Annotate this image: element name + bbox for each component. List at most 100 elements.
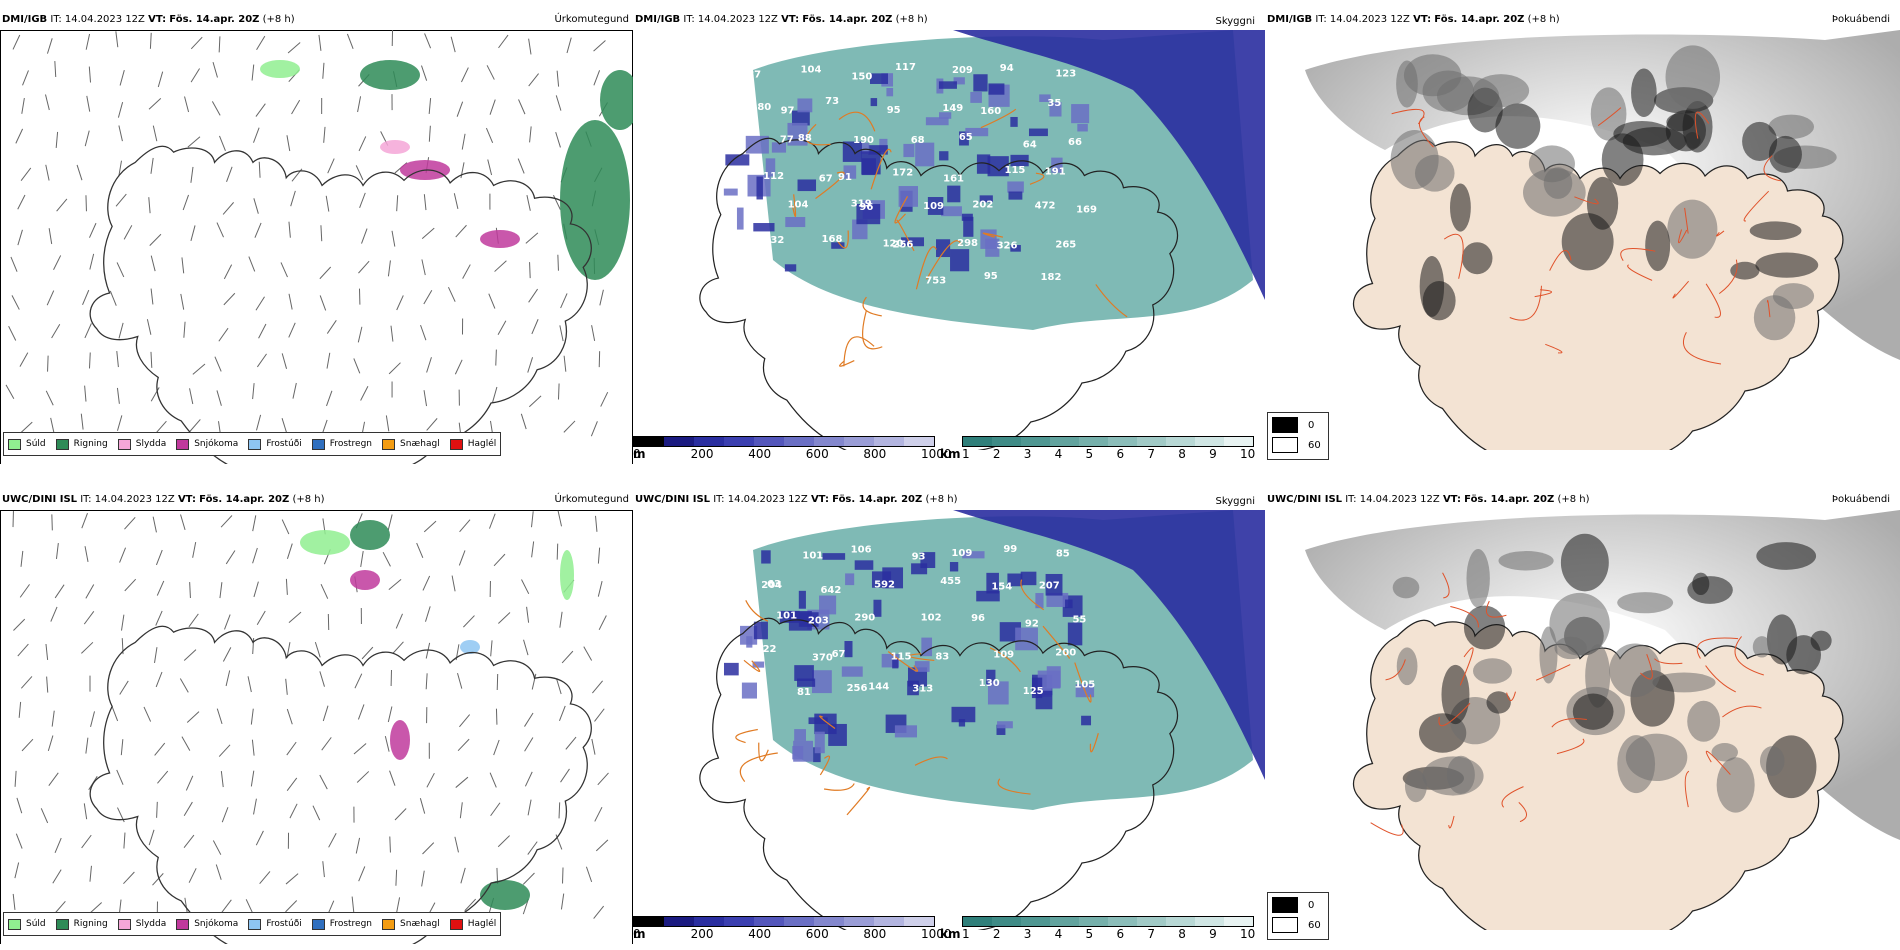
colorbar-tick-label: 1 — [962, 447, 970, 461]
colorbar-tick-label: 400 — [748, 447, 772, 461]
legend-swatch — [117, 438, 131, 450]
ceiling-value-label: 104 — [801, 65, 822, 76]
ceiling-value-label: 115 — [891, 651, 912, 662]
legend-swatch — [8, 438, 21, 450]
ceiling-value-label: 73 — [825, 96, 839, 107]
legend-item: Slydda — [117, 438, 166, 450]
fog-key-value: 0 — [1308, 419, 1315, 431]
legend-item: Frostúði — [248, 438, 302, 450]
ceiling-value-label: 200 — [1055, 647, 1076, 658]
ceiling-value-label: 87 — [747, 69, 761, 80]
ceiling-value-label: 85 — [1056, 548, 1070, 559]
ceiling-value-label: 753 — [925, 275, 946, 286]
colorbar-step — [634, 437, 664, 446]
fog-key-row: 0 — [1272, 897, 1314, 913]
colorbar-strip — [633, 436, 935, 447]
panel-label: Skyggni — [1215, 496, 1255, 507]
colorbar-step — [1021, 437, 1050, 446]
colorbar-step — [664, 917, 694, 926]
coastline — [89, 145, 592, 464]
ceiling-value-label: 66 — [1068, 137, 1082, 148]
fog-key-swatch — [1272, 897, 1298, 913]
colorbar-tick-label: 600 — [805, 927, 829, 941]
legend-label: Haglél — [467, 439, 497, 449]
colorbar-step — [874, 917, 904, 926]
legend-label: Snæhagl — [400, 919, 440, 929]
legend-swatch — [176, 918, 190, 930]
legend-swatch — [176, 438, 190, 450]
panel-label: Þokuábendi — [1831, 14, 1890, 25]
colorbar-step — [1137, 437, 1166, 446]
colorbar-step — [1108, 917, 1137, 926]
ceiling-value-label: 472 — [1035, 201, 1056, 212]
ceiling-value-label: 77 — [780, 134, 794, 145]
legend-swatch — [55, 918, 69, 930]
ceiling-value-label: 115 — [1005, 165, 1026, 176]
ceiling-value-label: 332 — [763, 235, 784, 246]
ceiling-value-label: 370 — [812, 653, 833, 664]
fog-key-swatch — [1272, 417, 1298, 433]
colorbar-tick-label: 0 — [633, 927, 641, 941]
legend-label: Frostregn — [329, 439, 373, 449]
colorbar-unit: m — [633, 927, 646, 941]
legend-swatch — [311, 438, 325, 450]
fog-key-value: 0 — [1308, 899, 1315, 911]
colorbar-step — [1108, 437, 1137, 446]
colorbar-tick-label: 1000 — [921, 927, 952, 941]
fog-indicator-key: 0 60 — [1267, 892, 1329, 940]
colorbar-strip — [633, 916, 935, 927]
colorbar-step — [904, 917, 934, 926]
fog-key-row: 0 — [1272, 417, 1314, 433]
visibility-panel-uwc: UWC/DINI ISL IT: 14.04.2023 12Z VT: Fös.… — [633, 492, 1265, 944]
precip-type-legend: Súld Rigning Slydda Snjókoma Frostúði Frostre… — [3, 432, 502, 456]
ceiling-value-label: 592 — [874, 579, 895, 590]
colorbar-step — [1137, 917, 1166, 926]
legend-swatch — [248, 918, 262, 930]
ceiling-value-label: 72 — [734, 544, 748, 555]
coastline — [89, 625, 592, 944]
legend-label: Rigning — [73, 439, 108, 449]
ceiling-value-label: 99 — [1003, 544, 1017, 555]
panel-label: Úrkomutegund — [554, 494, 629, 505]
legend-swatch — [8, 918, 21, 930]
colorbar-tick-label: 1000 — [921, 447, 952, 461]
panel-title: UWC/DINI ISL IT: 14.04.2023 12Z VT: Fös.… — [635, 494, 958, 505]
colorbar-step — [844, 437, 874, 446]
ceiling-value-label: 94 — [1000, 63, 1014, 74]
colorbar-step — [992, 917, 1021, 926]
ceiling-value-label: 109 — [993, 650, 1014, 661]
panel-title: DMI/IGB IT: 14.04.2023 12Z VT: Fös. 14.a… — [2, 14, 295, 25]
ceiling-value-label: 207 — [1039, 580, 1060, 591]
ceiling-value-label: 123 — [1055, 68, 1076, 79]
ceiling-value-label: 63 — [767, 579, 781, 590]
precip-type-panel-dmi: DMI/IGB IT: 14.04.2023 12Z VT: Fös. 14.a… — [0, 12, 633, 464]
colorbar-tick-label: 200 — [690, 927, 714, 941]
fog-key-swatch — [1272, 917, 1298, 933]
colorbar-step — [1166, 917, 1195, 926]
ceiling-value-label: 130 — [979, 678, 1000, 689]
legend-item: Slydda — [117, 918, 166, 930]
ceiling-value-label: 109 — [923, 201, 944, 212]
fog-key-row: 60 — [1272, 917, 1321, 933]
legend-label: Rigning — [73, 919, 108, 929]
colorbar-tick-label: 7 — [1147, 447, 1155, 461]
legend-swatch — [449, 918, 463, 930]
colorbar-tick-label: 6 — [1116, 447, 1125, 461]
legend-label: Snjókoma — [194, 439, 239, 449]
ceiling-value-label: 202 — [972, 200, 993, 211]
ceiling-value-label: 64 — [1023, 139, 1037, 150]
fog-key-swatch — [1272, 437, 1298, 453]
fog-key-row: 60 — [1272, 437, 1321, 453]
ceiling-value-label: 88 — [798, 133, 812, 144]
legend-swatch — [382, 438, 396, 450]
colorbar-step — [1195, 437, 1224, 446]
colorbar-step — [1195, 917, 1224, 926]
ceiling-value-label: 96 — [971, 613, 985, 624]
colorbar-tick-label: 9 — [1209, 927, 1217, 941]
legend-item: Súld — [8, 438, 46, 450]
ceiling-value-label: 256 — [892, 239, 913, 250]
colorbar-step — [754, 437, 784, 446]
colorbar-strip — [962, 436, 1254, 447]
panel-title: DMI/IGB IT: 14.04.2023 12Z VT: Fös. 14.a… — [635, 14, 928, 25]
road-network — [791, 108, 1128, 367]
